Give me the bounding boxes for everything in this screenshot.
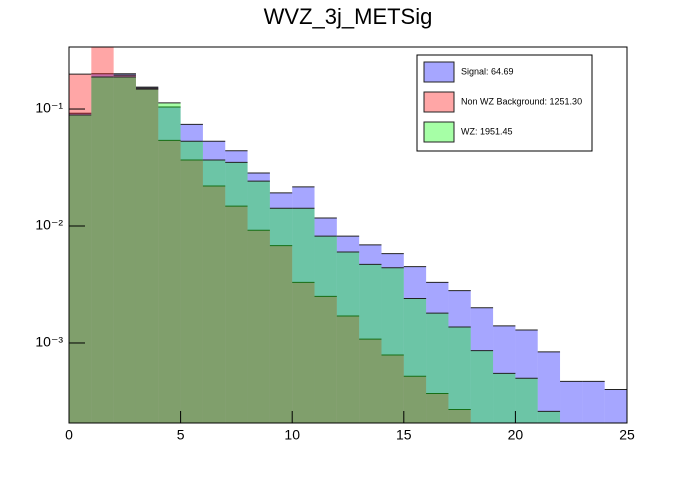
chart-title: WVZ_3j_METSig <box>264 4 433 29</box>
x-tick-label: 20 <box>508 427 524 443</box>
x-tick-label: 5 <box>177 427 185 443</box>
bar <box>359 264 382 423</box>
bar <box>314 218 337 423</box>
bar <box>91 76 114 423</box>
bar <box>403 298 427 423</box>
bar <box>515 330 538 423</box>
bar <box>69 74 92 423</box>
legend-label: Non WZ Background: 1251.30 <box>461 96 582 106</box>
bar <box>426 393 449 423</box>
bar <box>113 75 136 423</box>
bar <box>582 381 605 423</box>
x-tick-label: 0 <box>65 427 73 443</box>
legend-swatch <box>423 61 455 83</box>
x-tick-label: 10 <box>284 427 300 443</box>
bar <box>158 140 181 423</box>
bar <box>113 73 136 423</box>
bar <box>470 307 494 423</box>
bar <box>69 113 92 423</box>
bar <box>381 267 404 423</box>
bar <box>604 389 627 423</box>
bar <box>292 186 315 423</box>
bar <box>135 88 159 423</box>
bar <box>336 316 360 423</box>
y-tick-label: 10⁻² <box>35 217 63 233</box>
bar <box>470 350 494 423</box>
legend-label: Signal: 64.69 <box>461 66 514 76</box>
bar <box>426 313 449 423</box>
bar <box>247 230 270 423</box>
bar <box>158 102 181 423</box>
bar <box>493 325 516 423</box>
bar <box>493 373 516 423</box>
bar <box>202 141 226 423</box>
bar <box>225 150 248 423</box>
bar <box>381 253 404 423</box>
bar <box>381 354 404 423</box>
bar <box>180 159 203 423</box>
y-tick-label: 10⁻³ <box>35 334 63 350</box>
bar <box>135 87 159 423</box>
plot-area <box>69 47 627 423</box>
bar <box>314 296 337 423</box>
bar <box>359 339 382 423</box>
bar <box>91 47 114 423</box>
bar <box>359 244 382 423</box>
bar <box>225 162 248 423</box>
bar <box>515 378 538 423</box>
bar <box>560 381 583 423</box>
bar <box>91 73 114 423</box>
bar <box>158 107 181 423</box>
bar <box>537 351 561 423</box>
bar <box>537 411 561 423</box>
bar <box>403 376 427 423</box>
bar <box>113 76 136 423</box>
bar <box>180 141 203 423</box>
bar <box>292 282 315 423</box>
bar <box>202 185 226 423</box>
bar <box>180 124 203 423</box>
bar <box>448 326 471 423</box>
bar <box>448 409 471 423</box>
legend-swatch <box>423 121 455 143</box>
bar <box>314 236 337 423</box>
bar <box>292 208 315 423</box>
x-tick-label: 15 <box>396 427 412 443</box>
bar <box>247 172 270 423</box>
x-tick-label: 25 <box>619 427 635 443</box>
bar <box>403 266 427 423</box>
bar <box>269 192 293 423</box>
bar <box>426 282 449 423</box>
legend <box>416 54 593 152</box>
frame <box>68 46 628 424</box>
bar <box>247 181 270 423</box>
bar <box>448 290 471 423</box>
bar <box>202 159 226 423</box>
bar <box>269 208 293 423</box>
legend-swatch <box>423 91 455 113</box>
bar <box>225 206 248 423</box>
bar <box>135 89 159 423</box>
legend-label: WZ: 1951.45 <box>461 126 513 136</box>
bar <box>69 114 92 423</box>
bar <box>336 236 360 423</box>
y-tick-label: 10⁻¹ <box>35 100 63 116</box>
bar <box>269 245 293 423</box>
bar <box>336 251 360 423</box>
